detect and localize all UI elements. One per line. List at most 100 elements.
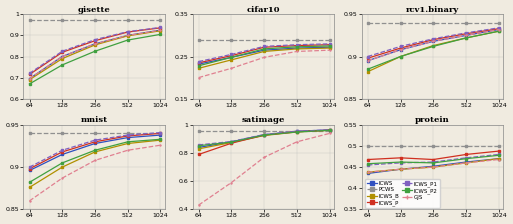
ICWS_P1 xyxy=(228,140,234,143)
ICWS_P2 xyxy=(398,55,404,58)
ICWS xyxy=(261,49,267,52)
Line: ICWS_P: ICWS_P xyxy=(28,132,162,170)
ICWS xyxy=(27,77,33,80)
ICWS_B xyxy=(59,166,65,168)
ICWS_B xyxy=(228,58,234,61)
ICWS_P1 xyxy=(125,30,131,33)
Line: PCWS: PCWS xyxy=(198,38,331,41)
GJS xyxy=(228,67,234,70)
PCWS xyxy=(294,38,300,41)
PCWS xyxy=(59,132,65,135)
ICWS_P xyxy=(294,130,300,133)
ICWS_P2 xyxy=(463,157,469,160)
ICWS_B xyxy=(27,186,33,189)
ICWS_P2 xyxy=(294,131,300,133)
ICWS_P xyxy=(261,46,267,49)
ICWS_P2 xyxy=(27,83,33,85)
ICWS_P2 xyxy=(496,30,502,32)
GJS xyxy=(496,158,502,161)
Line: ICWS_P2: ICWS_P2 xyxy=(198,45,331,67)
ICWS_B xyxy=(327,129,333,132)
ICWS_P2 xyxy=(261,47,267,50)
PCWS xyxy=(496,22,502,24)
ICWS_P2 xyxy=(327,45,333,47)
PCWS xyxy=(157,18,164,21)
ICWS_B xyxy=(157,139,164,142)
ICWS_P1 xyxy=(294,43,300,46)
ICWS_B xyxy=(398,168,404,170)
ICWS_B xyxy=(27,78,33,81)
ICWS_P xyxy=(294,44,300,47)
ICWS_B xyxy=(430,44,437,47)
ICWS_P2 xyxy=(228,56,234,59)
Title: gisette: gisette xyxy=(78,6,111,14)
GJS xyxy=(195,76,202,79)
ICWS_B xyxy=(496,30,502,32)
ICWS_P1 xyxy=(398,45,404,48)
ICWS_P xyxy=(27,73,33,76)
Line: PCWS: PCWS xyxy=(28,18,162,21)
ICWS xyxy=(228,56,234,59)
ICWS xyxy=(430,165,437,168)
PCWS xyxy=(27,132,33,135)
ICWS_P1 xyxy=(365,55,371,58)
GJS xyxy=(496,28,502,31)
Line: ICWS_P: ICWS_P xyxy=(198,43,331,64)
ICWS_P xyxy=(195,61,202,64)
PCWS xyxy=(195,129,202,132)
ICWS_P xyxy=(430,158,437,161)
PCWS xyxy=(92,18,98,21)
ICWS_P1 xyxy=(327,129,333,131)
ICWS_P1 xyxy=(496,26,502,29)
ICWS xyxy=(228,140,234,143)
GJS xyxy=(125,34,131,37)
ICWS_P2 xyxy=(125,39,131,41)
PCWS xyxy=(125,18,131,21)
GJS xyxy=(92,43,98,45)
ICWS_P1 xyxy=(463,32,469,34)
PCWS xyxy=(365,22,371,24)
PCWS xyxy=(327,129,333,132)
GJS xyxy=(92,159,98,162)
Line: GJS: GJS xyxy=(366,158,500,174)
PCWS xyxy=(430,22,437,24)
Line: ICWS: ICWS xyxy=(198,46,331,65)
ICWS_P2 xyxy=(430,45,437,48)
ICWS xyxy=(430,40,437,43)
ICWS_B xyxy=(157,29,164,32)
ICWS xyxy=(463,34,469,37)
ICWS_P1 xyxy=(430,37,437,40)
ICWS xyxy=(92,43,98,45)
Title: protein: protein xyxy=(415,116,450,124)
ICWS_P2 xyxy=(365,68,371,71)
ICWS_B xyxy=(365,171,371,174)
Line: ICWS_P1: ICWS_P1 xyxy=(28,131,162,168)
ICWS_B xyxy=(195,147,202,150)
ICWS_P xyxy=(430,38,437,41)
ICWS_P xyxy=(463,32,469,35)
GJS xyxy=(463,34,469,37)
GJS xyxy=(59,177,65,179)
ICWS xyxy=(195,63,202,65)
ICWS_P2 xyxy=(365,162,371,165)
GJS xyxy=(327,49,333,52)
ICWS_B xyxy=(327,47,333,50)
PCWS xyxy=(463,145,469,147)
ICWS_P xyxy=(365,57,371,60)
ICWS_P1 xyxy=(92,38,98,41)
ICWS_P1 xyxy=(195,144,202,146)
ICWS_P xyxy=(125,135,131,137)
ICWS_P xyxy=(398,157,404,159)
ICWS_P1 xyxy=(125,134,131,136)
ICWS_P2 xyxy=(327,129,333,132)
ICWS_P2 xyxy=(59,162,65,164)
ICWS_P xyxy=(59,51,65,54)
PCWS xyxy=(125,132,131,135)
ICWS_P2 xyxy=(430,162,437,164)
Title: rcv1.binary: rcv1.binary xyxy=(406,6,459,14)
Line: ICWS_P2: ICWS_P2 xyxy=(28,33,162,85)
Line: GJS: GJS xyxy=(28,144,162,202)
ICWS_P1 xyxy=(59,149,65,152)
ICWS xyxy=(327,46,333,49)
ICWS_P2 xyxy=(125,140,131,143)
